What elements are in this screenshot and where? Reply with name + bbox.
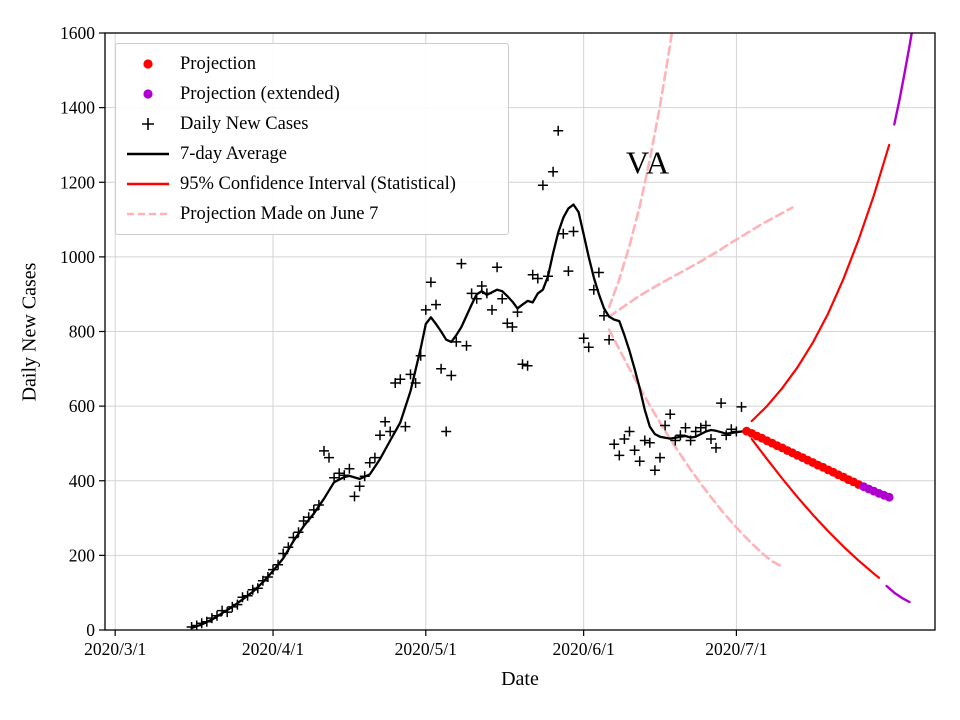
legend-item: Daily New Cases bbox=[116, 109, 508, 139]
legend-dot-marker-icon bbox=[116, 86, 180, 102]
series-ci-lower bbox=[750, 437, 881, 579]
y-tick-label: 1600 bbox=[60, 23, 95, 43]
series-seven-day-average bbox=[190, 203, 748, 630]
axes-ticks: 2020/3/1 2020/4/1 2020/5/1 2020/6/1 2020/7/1… bbox=[60, 23, 768, 659]
state-annotation: VA bbox=[625, 144, 671, 181]
series-ci-upper-extended bbox=[893, 33, 913, 126]
legend-line-marker-icon bbox=[116, 146, 180, 162]
legend-item-label: Daily New Cases bbox=[180, 113, 309, 134]
y-tick-label: 800 bbox=[69, 322, 96, 342]
x-tick-label: 2020/3/1 bbox=[84, 639, 146, 659]
legend-item-label: 7-day Average bbox=[180, 143, 288, 164]
y-tick-label: 0 bbox=[86, 620, 95, 640]
series-june7-projection-central bbox=[607, 206, 794, 318]
legend: Projection Projection (extended) Daily New… bbox=[115, 43, 509, 235]
series-projection-extended bbox=[859, 482, 894, 502]
series-june7-projection-upper-ci bbox=[607, 33, 674, 309]
series-projection bbox=[742, 426, 863, 489]
legend-item-label: Projection bbox=[180, 53, 257, 74]
legend-item-label: Projection (extended) bbox=[180, 83, 340, 104]
legend-item-label: 95% Confidence Interval (Statistical) bbox=[180, 173, 456, 194]
legend-item: 95% Confidence Interval (Statistical) bbox=[116, 169, 508, 199]
legend-item: 7-day Average bbox=[116, 139, 508, 169]
series-ci-lower-extended bbox=[885, 584, 911, 604]
y-tick-label: 600 bbox=[69, 396, 96, 416]
x-tick-label: 2020/7/1 bbox=[705, 639, 767, 659]
series-ci-upper bbox=[750, 143, 891, 423]
x-axis-label: Date bbox=[501, 668, 539, 690]
legend-line-marker-icon bbox=[116, 176, 180, 192]
legend-item: Projection Made on June 7 bbox=[116, 199, 508, 229]
legend-dashed-marker-icon bbox=[116, 206, 180, 222]
series-daily-new-cases bbox=[186, 125, 747, 630]
y-tick-label: 1000 bbox=[60, 247, 95, 267]
x-tick-label: 2020/6/1 bbox=[553, 639, 615, 659]
x-tick-label: 2020/4/1 bbox=[242, 639, 304, 659]
y-tick-label: 1400 bbox=[60, 98, 95, 118]
legend-item: Projection bbox=[116, 49, 508, 79]
y-tick-label: 1200 bbox=[60, 172, 95, 192]
y-axis-label: Daily New Cases bbox=[18, 262, 41, 402]
legend-item-label: Projection Made on June 7 bbox=[180, 203, 379, 224]
y-tick-label: 400 bbox=[69, 471, 96, 491]
series-june7-projection-lower-ci bbox=[607, 328, 784, 568]
plot-area bbox=[186, 33, 913, 630]
y-tick-label: 200 bbox=[69, 545, 96, 565]
x-tick-label: 2020/5/1 bbox=[395, 639, 457, 659]
legend-dot-marker-icon bbox=[116, 56, 180, 72]
legend-item: Projection (extended) bbox=[116, 79, 508, 109]
legend-plus-marker-icon bbox=[116, 116, 180, 132]
